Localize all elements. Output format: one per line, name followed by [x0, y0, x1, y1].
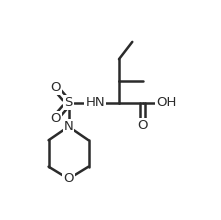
Text: HN: HN [85, 96, 105, 109]
Text: S: S [64, 96, 73, 109]
Text: O: O [137, 119, 148, 132]
Text: N: N [64, 120, 73, 133]
Text: OH: OH [156, 96, 177, 109]
Text: O: O [50, 81, 61, 94]
Text: O: O [63, 172, 74, 185]
Text: O: O [50, 112, 61, 125]
